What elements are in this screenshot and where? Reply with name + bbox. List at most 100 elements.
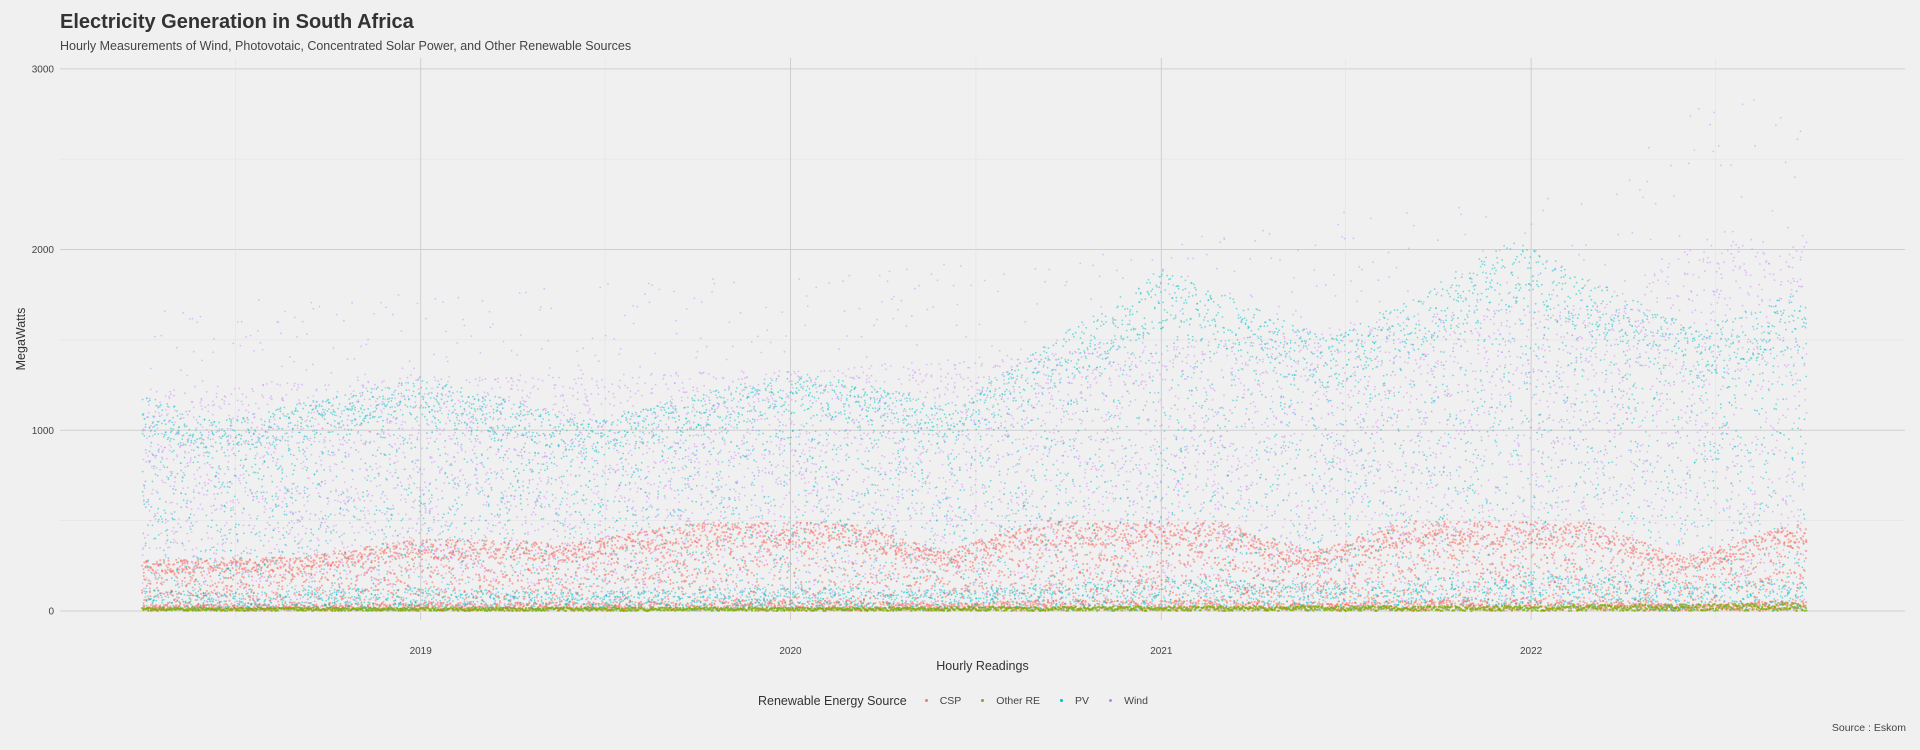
point	[314, 553, 316, 555]
point	[847, 574, 849, 576]
point	[410, 593, 412, 595]
point	[856, 573, 858, 575]
point	[251, 576, 253, 578]
point	[502, 576, 504, 578]
point	[968, 552, 970, 554]
point	[775, 545, 777, 547]
point	[203, 570, 205, 572]
point	[1162, 565, 1164, 567]
point	[1100, 537, 1102, 539]
point	[862, 552, 864, 554]
point	[1018, 564, 1020, 566]
point	[679, 562, 681, 564]
point	[687, 540, 689, 542]
point	[1114, 534, 1116, 536]
point	[979, 576, 981, 578]
point	[563, 547, 565, 549]
point	[817, 538, 819, 540]
point	[1139, 575, 1141, 577]
point	[420, 603, 422, 605]
point	[642, 578, 644, 580]
point	[696, 537, 698, 539]
point	[729, 554, 731, 556]
point	[999, 601, 1001, 603]
point	[1094, 522, 1096, 524]
point	[1152, 551, 1154, 553]
point	[319, 580, 321, 582]
point	[248, 569, 250, 571]
point	[1012, 586, 1014, 588]
point	[338, 553, 340, 555]
point	[1089, 573, 1091, 575]
point	[1195, 522, 1197, 524]
point	[500, 543, 502, 545]
point	[157, 596, 159, 598]
point	[1053, 543, 1055, 545]
point	[634, 540, 636, 542]
point	[1063, 574, 1065, 576]
point	[948, 558, 950, 560]
point	[374, 566, 376, 568]
point	[688, 534, 690, 536]
point	[1111, 570, 1113, 572]
point	[428, 602, 430, 604]
point	[1027, 592, 1029, 594]
point	[711, 557, 713, 559]
point	[588, 590, 590, 592]
point	[683, 531, 685, 533]
point	[342, 588, 344, 590]
point	[643, 574, 645, 576]
point	[143, 599, 145, 601]
point	[1083, 575, 1085, 577]
point	[660, 561, 662, 563]
point	[502, 573, 504, 575]
point	[705, 534, 707, 536]
point	[822, 546, 824, 548]
point	[1127, 548, 1129, 550]
point	[497, 562, 499, 564]
point	[1160, 579, 1162, 581]
point	[693, 569, 695, 571]
point	[1051, 570, 1053, 572]
point	[940, 557, 942, 559]
point	[215, 569, 217, 571]
point	[1187, 594, 1189, 596]
point	[724, 588, 726, 590]
point	[754, 598, 756, 600]
point	[888, 535, 890, 537]
point	[184, 571, 186, 573]
point	[844, 573, 846, 575]
point	[1006, 535, 1008, 537]
point	[229, 600, 231, 602]
point	[859, 538, 861, 540]
point	[1132, 549, 1134, 551]
point	[997, 539, 999, 541]
point	[478, 556, 480, 558]
point	[687, 546, 689, 548]
point	[729, 540, 731, 542]
point	[533, 591, 535, 593]
point	[372, 568, 374, 570]
point	[730, 550, 732, 552]
point	[588, 556, 590, 558]
point	[365, 548, 367, 550]
point	[775, 597, 777, 599]
point	[197, 559, 199, 561]
point	[1119, 570, 1121, 572]
point	[521, 580, 523, 582]
point	[1176, 600, 1178, 602]
point	[1210, 550, 1212, 552]
point	[1108, 529, 1110, 531]
point	[1185, 539, 1187, 541]
point	[786, 542, 788, 544]
point	[880, 606, 882, 608]
point	[888, 574, 890, 576]
point	[319, 566, 321, 568]
point	[253, 566, 255, 568]
point	[1104, 545, 1106, 547]
point	[374, 560, 376, 562]
point	[1030, 579, 1032, 581]
point	[1197, 602, 1199, 604]
point	[568, 559, 570, 561]
point	[933, 604, 935, 606]
